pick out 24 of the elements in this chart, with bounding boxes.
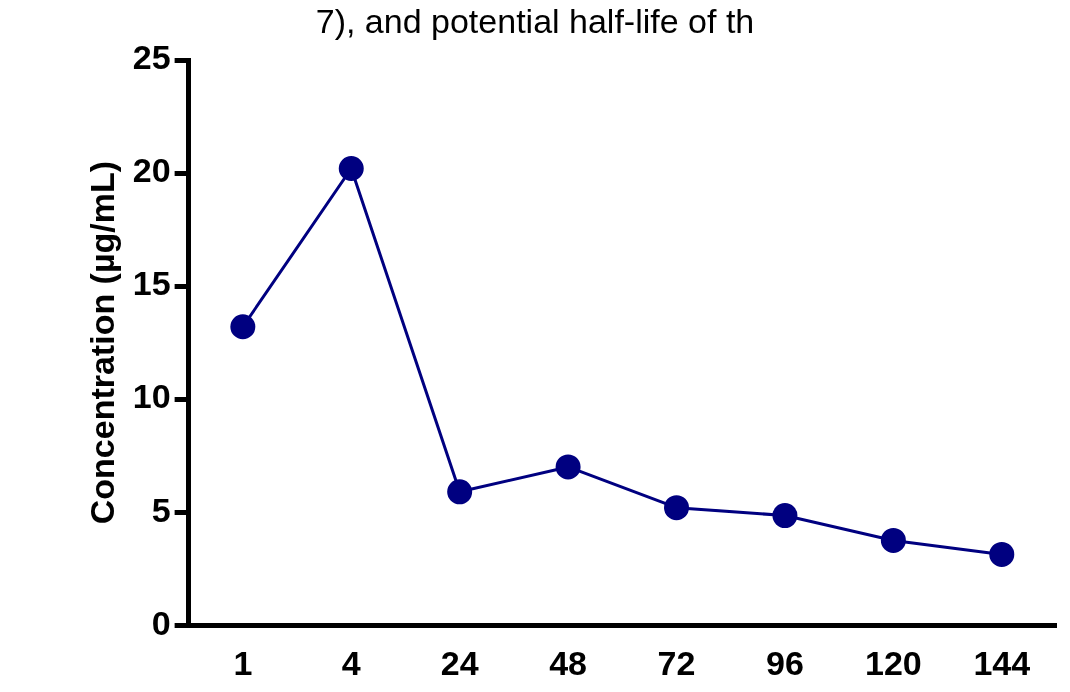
x-tick-label: 1 — [233, 643, 253, 682]
point — [555, 454, 581, 480]
point — [338, 156, 364, 182]
y-tick-label: 5 — [151, 490, 171, 529]
x-tick-label: 48 — [549, 643, 588, 682]
y-axis-title: Concentration (µg/mL) — [82, 160, 121, 525]
y-tick-label: 25 — [132, 38, 171, 77]
chart-title: 7), and potential half-life of th — [315, 2, 755, 40]
x-tick-label: 120 — [865, 643, 922, 682]
y-tick-label: 10 — [132, 377, 171, 416]
y-tick-label: 20 — [132, 151, 171, 190]
x-tick-label: 144 — [973, 643, 1031, 682]
y-tick-label: 15 — [132, 264, 171, 303]
point — [447, 479, 473, 505]
point — [880, 527, 906, 553]
point — [772, 503, 798, 529]
x-tick-label: 24 — [440, 643, 479, 682]
y-tick-label: 0 — [151, 603, 171, 642]
x-tick-label: 4 — [341, 643, 361, 682]
x-tick-label: 96 — [766, 643, 804, 682]
point — [989, 541, 1015, 567]
x-tick-label: 72 — [657, 643, 696, 682]
point — [664, 495, 690, 521]
point — [230, 314, 256, 340]
